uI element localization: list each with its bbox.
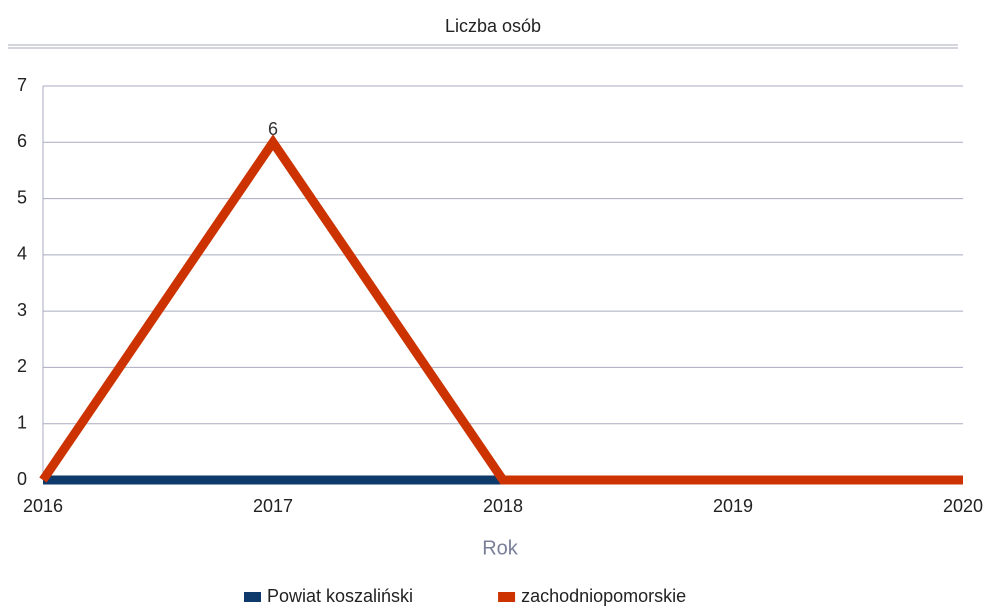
legend-label: zachodniopomorskie	[521, 586, 686, 606]
x-tick-label: 2019	[713, 496, 753, 516]
y-tick-label: 1	[17, 412, 27, 432]
legend-label: Powiat koszaliński	[267, 586, 413, 606]
data-label: 6	[268, 119, 278, 139]
x-tick-label: 2017	[253, 496, 293, 516]
x-tick-label: 2016	[23, 496, 63, 516]
legend-swatch	[498, 592, 516, 602]
legend-swatch	[244, 592, 261, 602]
y-tick-label: 4	[17, 244, 27, 264]
y-tick-label: 6	[17, 131, 27, 151]
x-tick-label: 2020	[943, 496, 983, 516]
y-tick-label: 3	[17, 300, 27, 320]
x-tick-label: 2018	[483, 496, 523, 516]
chart-title: Liczba osób	[445, 16, 541, 36]
y-tick-label: 2	[17, 356, 27, 376]
y-tick-label: 0	[17, 469, 27, 489]
y-tick-label: 7	[17, 75, 27, 95]
y-tick-label: 5	[17, 187, 27, 207]
x-axis-label: Rok	[482, 537, 519, 559]
series-line	[39, 134, 963, 485]
